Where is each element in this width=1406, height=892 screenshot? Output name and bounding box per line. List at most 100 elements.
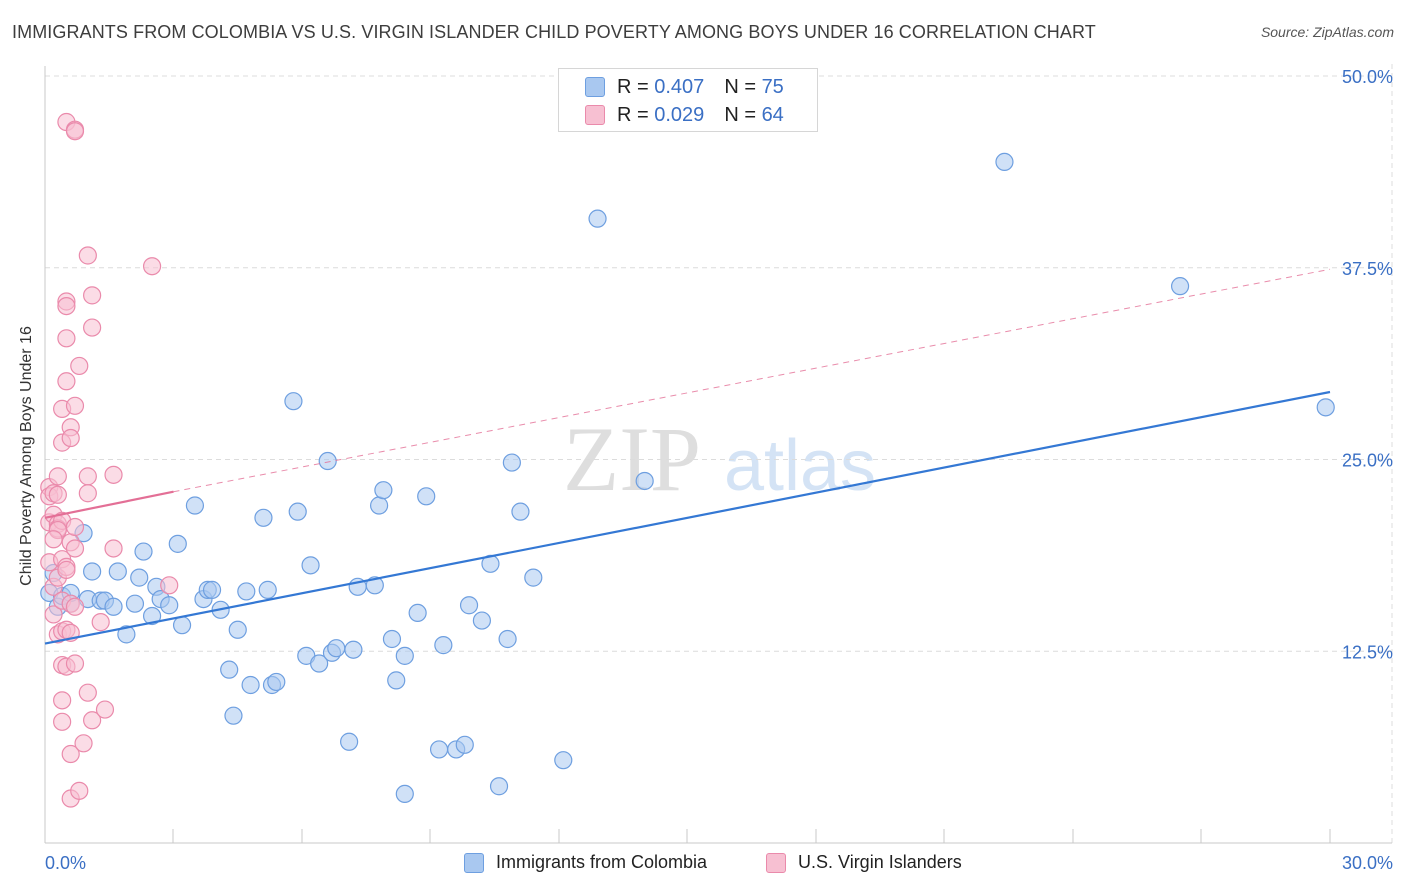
bottom-legend-virgin-islanders: U.S. Virgin Islanders <box>766 852 962 873</box>
legend-n-value-virgin-islanders: 64 <box>761 103 784 126</box>
data-point-colombia <box>258 580 277 599</box>
data-point-colombia <box>511 502 530 521</box>
data-point-colombia <box>1170 277 1190 296</box>
data-point-virgin-islanders <box>95 700 115 719</box>
data-point-colombia <box>374 481 393 500</box>
data-point-virgin-islanders <box>65 654 85 673</box>
data-point-colombia <box>172 616 192 635</box>
data-point-colombia <box>104 597 123 616</box>
data-point-colombia <box>502 453 521 472</box>
data-point-colombia <box>340 732 359 751</box>
trend-lines <box>44 268 1331 645</box>
data-point-colombia <box>387 671 406 690</box>
trend-line-colombia <box>44 390 1331 645</box>
data-point-colombia <box>228 620 247 639</box>
data-point-virgin-islanders <box>91 613 110 632</box>
data-point-colombia <box>254 508 273 527</box>
data-point-virgin-islanders <box>44 530 63 549</box>
data-point-colombia <box>434 636 453 655</box>
legend-row-virgin-islanders: R = 0.029 N = 64 <box>585 101 784 129</box>
legend-swatch-colombia <box>585 77 605 97</box>
data-point-virgin-islanders <box>70 356 89 376</box>
axis-labels: 12.5% 25.0% 37.5% 50.0% 0.0% 30.0% <box>45 67 1393 873</box>
trend-line-virgin-islanders <box>44 490 174 519</box>
data-point-virgin-islanders <box>48 485 67 504</box>
data-point-colombia <box>1316 398 1335 417</box>
data-point-colombia <box>395 646 414 665</box>
data-point-colombia <box>134 542 153 561</box>
data-point-virgin-islanders <box>78 246 97 265</box>
data-point-colombia <box>220 660 239 679</box>
data-point-colombia <box>995 152 1014 172</box>
watermark-atlas: atlas <box>724 426 876 506</box>
data-point-colombia <box>241 675 260 695</box>
data-point-colombia <box>344 640 363 659</box>
bottom-legend-swatch-virgin-islanders <box>766 852 786 873</box>
data-point-colombia <box>408 603 427 623</box>
chart-title: IMMIGRANTS FROM COLOMBIA VS U.S. VIRGIN … <box>12 22 1096 42</box>
bottom-legend-label-colombia: Immigrants from Colombia <box>496 852 708 872</box>
data-point-virgin-islanders <box>65 122 85 141</box>
data-point-virgin-islanders <box>104 539 123 558</box>
data-point-virgin-islanders <box>53 691 72 710</box>
data-point-virgin-islanders <box>61 744 80 764</box>
data-point-colombia <box>130 568 149 587</box>
data-point-virgin-islanders <box>83 318 102 337</box>
data-points <box>40 112 1335 808</box>
data-point-virgin-islanders <box>104 465 123 484</box>
data-point-virgin-islanders <box>65 396 85 415</box>
trend-line-virgin-islanders-extension <box>173 268 1331 493</box>
data-point-colombia <box>83 562 102 581</box>
data-point-virgin-islanders <box>65 517 85 537</box>
data-point-colombia <box>455 735 474 754</box>
data-point-colombia <box>288 502 307 521</box>
data-point-colombia <box>125 594 145 613</box>
data-point-colombia <box>117 625 136 644</box>
y-axis-label: Child Poverty Among Boys Under 16 <box>18 326 35 586</box>
data-point-colombia <box>472 611 491 630</box>
bottom-legend-colombia: Immigrants from Colombia <box>464 852 707 873</box>
data-point-virgin-islanders <box>44 605 63 624</box>
data-point-colombia <box>327 639 346 658</box>
data-point-colombia <box>301 556 320 575</box>
data-point-colombia <box>284 392 303 411</box>
data-point-colombia <box>224 706 243 725</box>
axes <box>44 66 1392 844</box>
data-point-colombia <box>635 471 654 491</box>
legend-r-value-virgin-islanders: 0.029 <box>654 103 705 126</box>
data-point-virgin-islanders <box>57 297 76 316</box>
data-point-virgin-islanders <box>78 683 97 702</box>
legend-swatch-virgin-islanders <box>585 105 605 125</box>
data-point-colombia <box>237 582 256 601</box>
data-point-colombia <box>370 496 389 515</box>
data-point-virgin-islanders <box>70 781 89 800</box>
data-point-virgin-islanders <box>83 286 102 305</box>
x-tick-label: 0.0% <box>45 853 86 873</box>
data-point-colombia <box>489 777 509 796</box>
y-tick-label: 12.5% <box>1342 642 1393 662</box>
legend-n-value-colombia: 75 <box>761 75 784 98</box>
data-point-virgin-islanders <box>142 257 162 276</box>
data-point-colombia <box>382 629 402 649</box>
data-point-colombia <box>108 562 127 581</box>
bottom-legend-swatch-colombia <box>464 852 484 873</box>
data-point-colombia <box>142 606 162 626</box>
data-point-virgin-islanders <box>57 329 76 348</box>
y-tick-label: 25.0% <box>1342 451 1393 471</box>
y-tick-label: 50.0% <box>1342 67 1393 87</box>
data-point-colombia <box>365 576 384 595</box>
source-credit: Source: ZipAtlas.com <box>1260 24 1394 40</box>
y-tick-label: 37.5% <box>1342 259 1393 279</box>
data-point-virgin-islanders <box>78 484 97 503</box>
legend-n-label: N = <box>724 75 756 98</box>
data-point-virgin-islanders <box>65 597 85 616</box>
data-point-colombia <box>554 751 573 770</box>
data-point-virgin-islanders <box>78 467 97 486</box>
legend-n-label: N = <box>724 103 756 126</box>
data-point-virgin-islanders <box>74 734 93 753</box>
data-point-colombia <box>168 534 187 553</box>
data-point-colombia <box>498 629 517 649</box>
data-point-virgin-islanders <box>61 428 80 448</box>
legend-r-label: R = <box>617 103 649 126</box>
data-point-colombia <box>588 209 607 228</box>
